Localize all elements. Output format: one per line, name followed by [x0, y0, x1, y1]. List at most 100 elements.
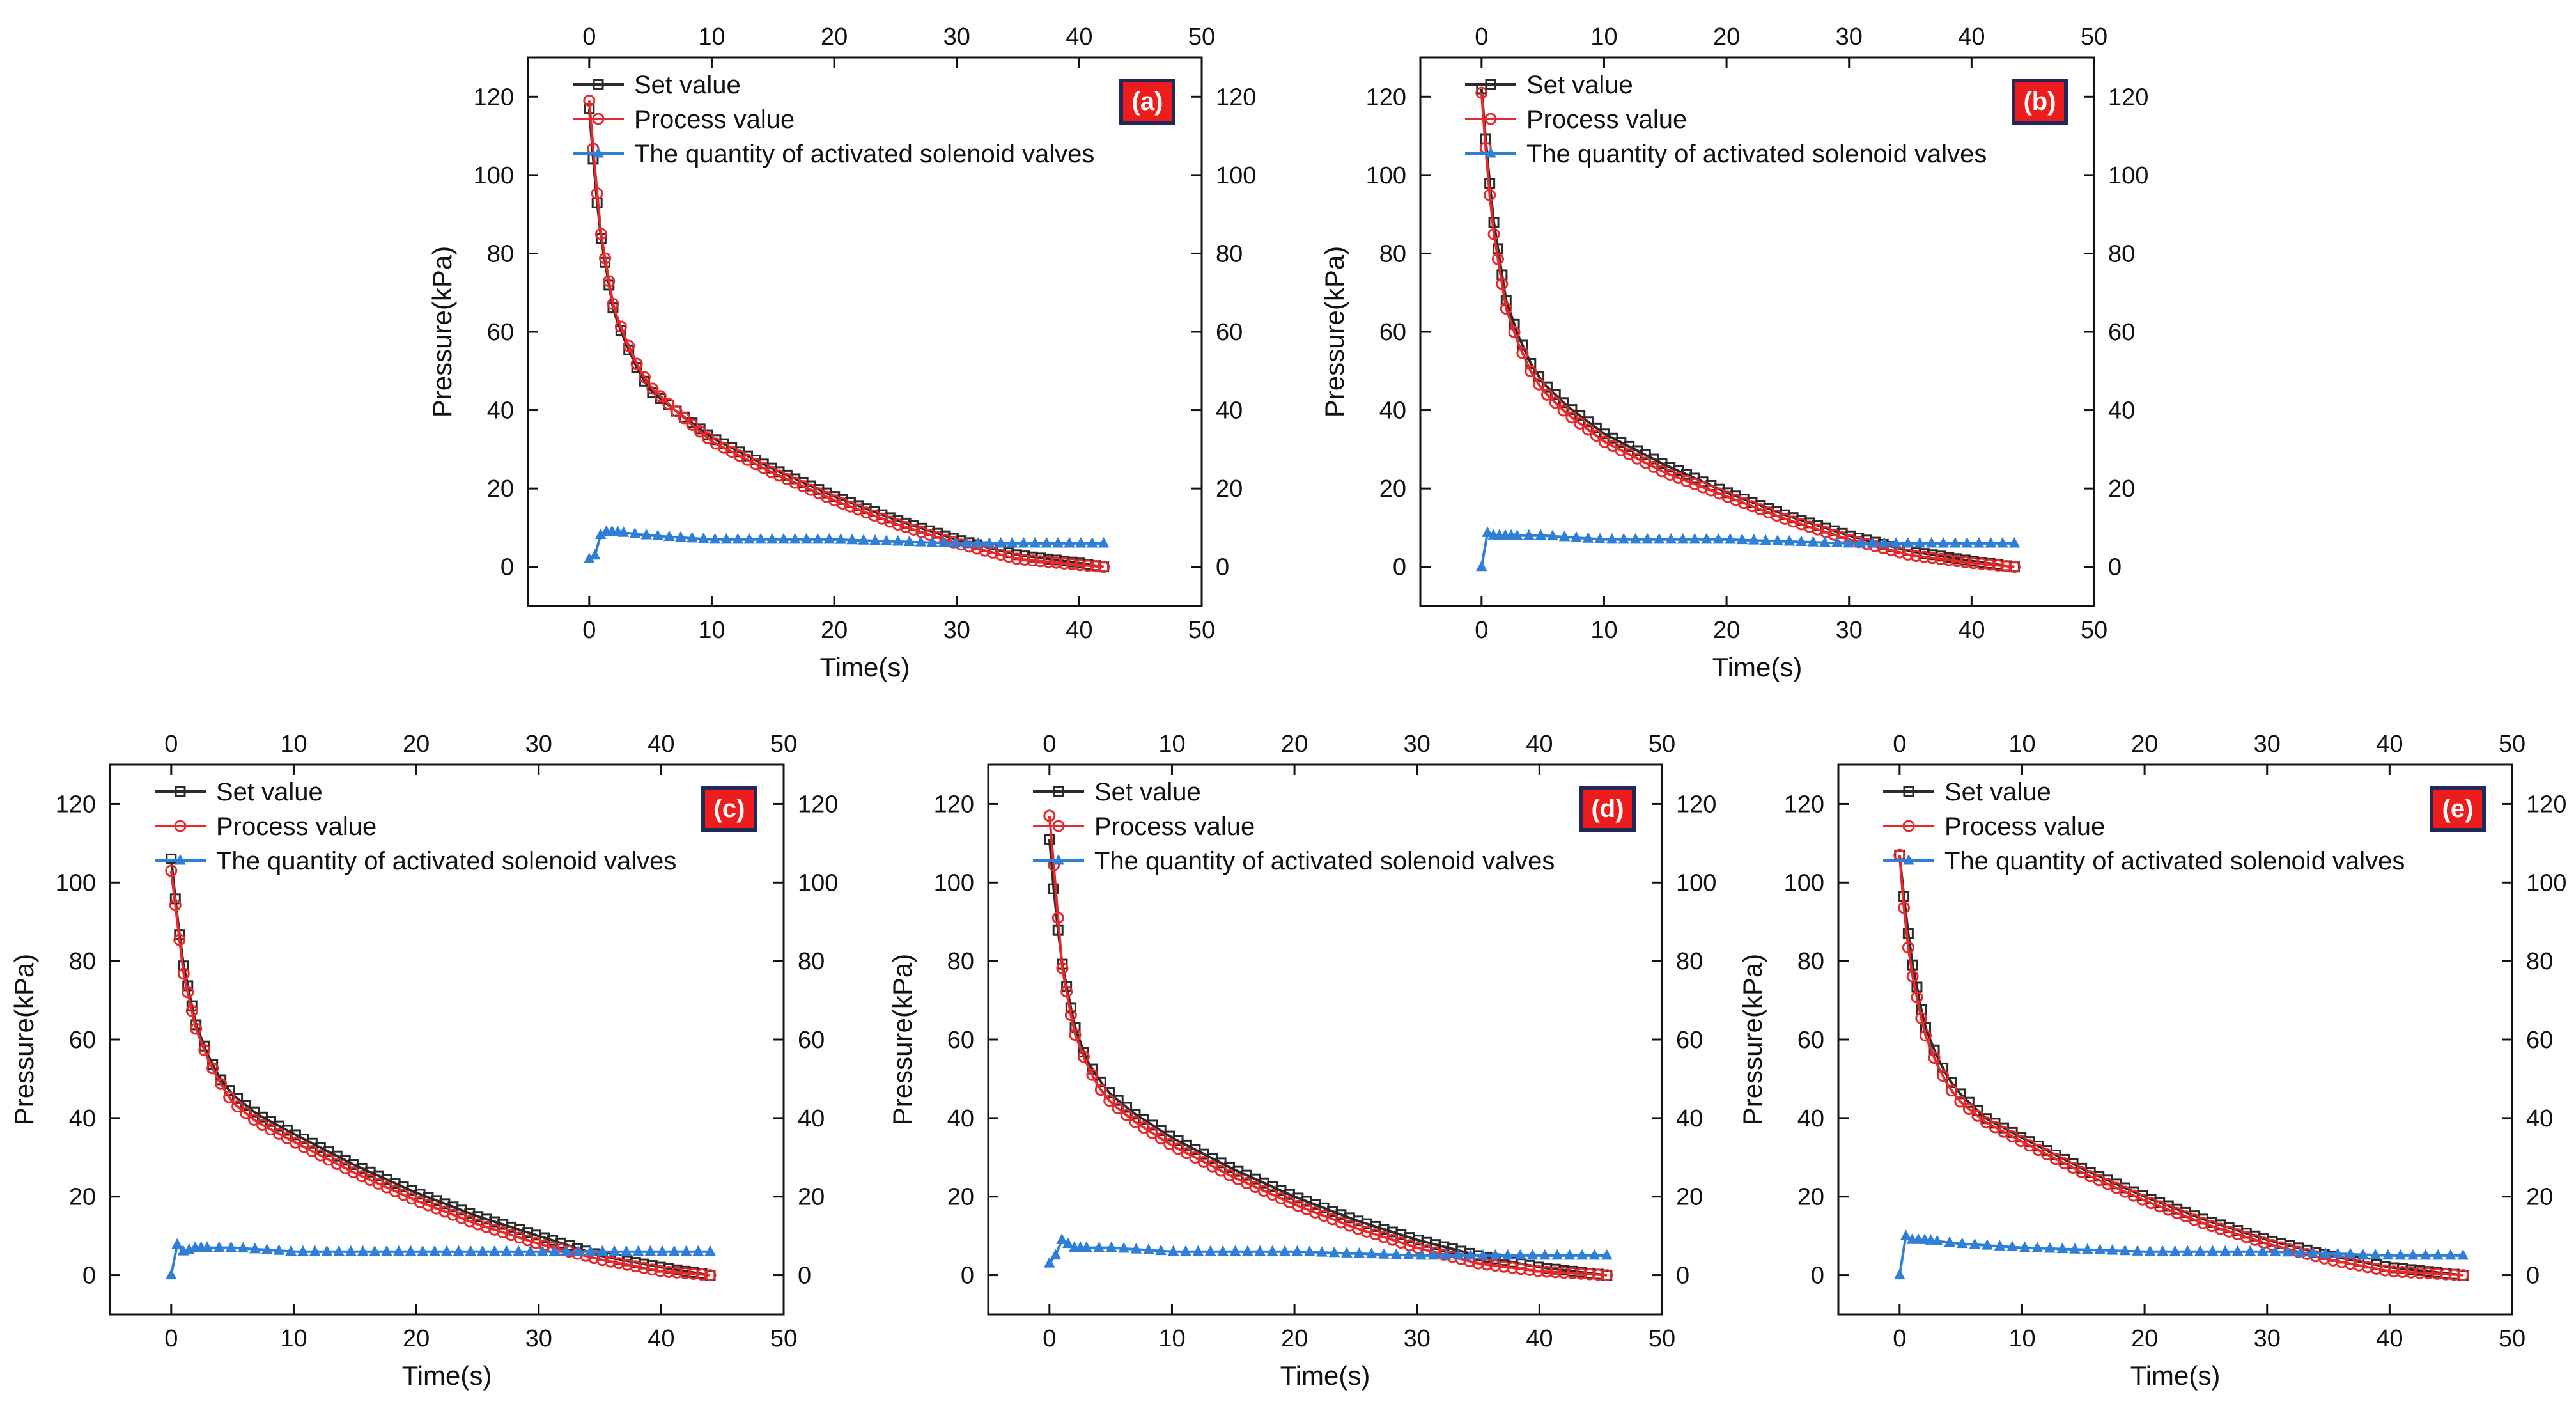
panel-tag-label: (e): [2442, 795, 2474, 823]
series-1-point: [240, 1107, 252, 1119]
series-2-point: [1925, 536, 1937, 548]
x-tick-label: 20: [821, 617, 848, 644]
series-2-point: [369, 1245, 381, 1256]
series-2-point: [2182, 1245, 2194, 1256]
series-1-point: [1533, 378, 1546, 391]
top-x-tick-label: 50: [2499, 731, 2526, 758]
series-1-point: [182, 986, 194, 999]
legend-label: The quantity of activated solenoid valve…: [216, 847, 676, 875]
series-2-point: [477, 1245, 488, 1256]
series-1-point: [1064, 1009, 1077, 1022]
top-x-tick-label: 30: [1404, 731, 1431, 758]
series-1-point: [1051, 912, 1064, 924]
series-2-point: [2219, 1245, 2231, 1256]
y-tick-label: 120: [934, 791, 974, 818]
series-2-point: [1452, 1249, 1464, 1260]
y-axis-title: Pressure(kPa): [9, 954, 39, 1125]
top-x-tick-label: 10: [698, 24, 725, 51]
panel-tag-box: [701, 786, 757, 832]
y-tick-label: 20: [69, 1184, 96, 1211]
series-2-point: [1056, 1233, 1068, 1244]
series-1-point: [1902, 548, 1914, 561]
series-1-point: [1498, 1260, 1510, 1273]
series-1-point: [1086, 1068, 1099, 1081]
series-2-point: [1511, 529, 1523, 540]
series-1-point: [604, 1255, 617, 1268]
series-1-point: [472, 1218, 485, 1231]
series-1-point: [629, 1260, 642, 1273]
y-tick-label: 40: [947, 1105, 974, 1132]
series-1-point: [828, 494, 841, 507]
series-1-point: [1885, 544, 1898, 557]
series-2-point: [1415, 1249, 1427, 1260]
series-2-point: [1914, 536, 1926, 548]
right-y-tick-label: 0: [1216, 554, 1229, 581]
series-2-point: [640, 528, 653, 540]
right-y-tick-label: 80: [1676, 948, 1703, 975]
series-1-point: [206, 1062, 219, 1075]
series-2-point: [1098, 536, 1110, 548]
y-tick-label: 80: [1797, 948, 1824, 975]
series-1-point: [2431, 1267, 2444, 1280]
series-2-point: [1029, 536, 1041, 548]
series-2-point: [2008, 536, 2021, 548]
series-2-point: [405, 1245, 417, 1256]
series-1-point: [2361, 1261, 2374, 1274]
series-1-point: [223, 1091, 236, 1103]
series-2-point: [1130, 1243, 1142, 1254]
series-2-point: [1618, 533, 1629, 544]
series-2-point: [1582, 532, 1594, 543]
series-1-point: [1910, 549, 1923, 562]
series-1-point: [1975, 557, 1988, 570]
series-2-point: [273, 1244, 285, 1255]
x-tick-label: 0: [1475, 617, 1488, 644]
series-1-point: [1583, 1268, 1596, 1281]
y-tick-label: 120: [1366, 84, 1406, 111]
series-1-point: [165, 864, 178, 877]
series-2-point: [261, 1243, 273, 1254]
series-2-point: [465, 1245, 477, 1256]
series-2-point: [1477, 1249, 1489, 1260]
series-1-point: [1525, 365, 1537, 378]
series-2-point: [561, 1245, 572, 1256]
right-y-tick-label: 100: [1676, 869, 1716, 896]
series-2-point: [1576, 1249, 1588, 1260]
series-1-point: [844, 500, 857, 513]
series-1-point: [1819, 526, 1832, 538]
series-1-point: [488, 1223, 501, 1236]
series-2-point: [1402, 1249, 1415, 1259]
x-tick-label: 0: [582, 617, 596, 644]
series-2-point: [1052, 536, 1064, 548]
series-2-point: [1192, 1245, 1204, 1256]
series-2-point: [1105, 1241, 1117, 1252]
series-2-point: [171, 1238, 183, 1249]
x-tick-label: 30: [1404, 1325, 1431, 1352]
y-tick-label: 20: [947, 1184, 974, 1211]
panel-1: 0 10 20 30 40 50 0 10 20 30 40 50 0 20 40 60 80 100 120 0 20…: [1319, 24, 2148, 682]
series-line-2: [1048, 1238, 1607, 1265]
y-tick-label: 60: [487, 319, 514, 346]
series-2-point: [1665, 533, 1677, 544]
series-2-point: [2231, 1245, 2244, 1256]
y-tick-label: 20: [1379, 476, 1406, 503]
series-2-point: [345, 1245, 357, 1256]
series-2-point: [881, 534, 892, 545]
series-0-point: [166, 853, 177, 864]
series-2-point: [2194, 1245, 2206, 1256]
legend-marker: [174, 820, 187, 832]
series-1-point: [2008, 561, 2021, 573]
series-1-point: [1601, 1269, 1613, 1282]
series-2-point: [800, 533, 812, 544]
series-1-point: [1515, 1263, 1528, 1275]
series-1-point: [612, 1257, 625, 1270]
series-2-point: [1041, 536, 1053, 548]
right-y-tick-label: 0: [2108, 554, 2122, 581]
series-line-2: [1898, 1234, 2463, 1275]
series-1-point: [2439, 1268, 2452, 1281]
series-1-point: [1558, 1267, 1571, 1279]
top-x-tick-label: 50: [770, 731, 797, 758]
series-2-point: [823, 533, 835, 544]
series-1-point: [1575, 1267, 1588, 1280]
series-2-point: [675, 531, 687, 542]
series-2-point: [1501, 1249, 1514, 1260]
